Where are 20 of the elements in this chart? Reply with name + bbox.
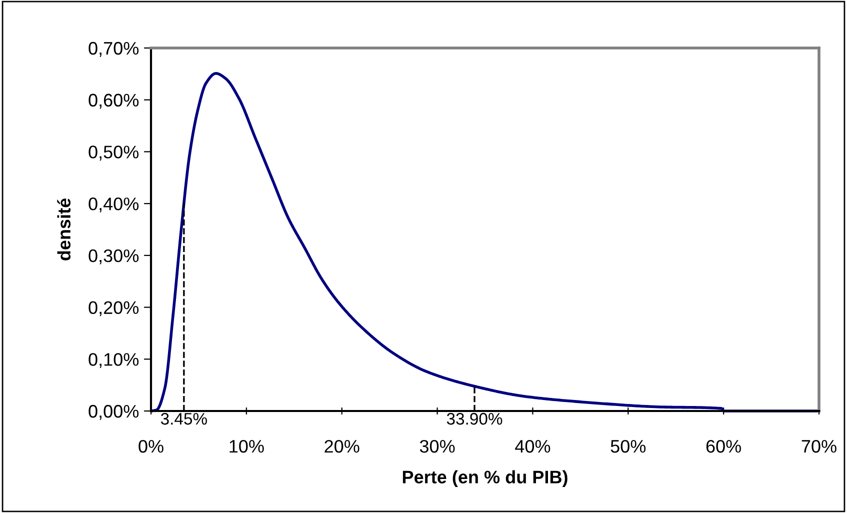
y-tick-label: 0,70% — [88, 42, 139, 57]
y-tick-label: 0,10% — [88, 353, 139, 368]
x-tick-label: 60% — [706, 440, 741, 453]
x-tick-label: 10% — [230, 440, 264, 453]
y-tick-label: 0,20% — [88, 301, 139, 316]
y-tick-label: 0,50% — [88, 146, 139, 161]
y-axis-title: densité — [57, 198, 71, 260]
y-tick-label: 0,00% — [88, 404, 139, 420]
x-tick-label: 50% — [610, 440, 646, 453]
y-tick-label: 0,60% — [88, 94, 139, 109]
x-tick-label: 30% — [420, 440, 455, 453]
x-axis-title: Perte (en % du PIB) — [402, 470, 568, 488]
ref-line-label: 3.45% — [160, 412, 207, 425]
x-tick-label: 40% — [515, 440, 550, 453]
x-tick-label: 70% — [802, 440, 836, 453]
y-tick-label: 0,30% — [88, 249, 139, 264]
y-tick-label: 0,40% — [88, 198, 139, 212]
ref-line-label: 33.90% — [446, 412, 502, 425]
x-tick-label: 0% — [138, 440, 164, 453]
x-tick-label: 20% — [324, 440, 360, 453]
